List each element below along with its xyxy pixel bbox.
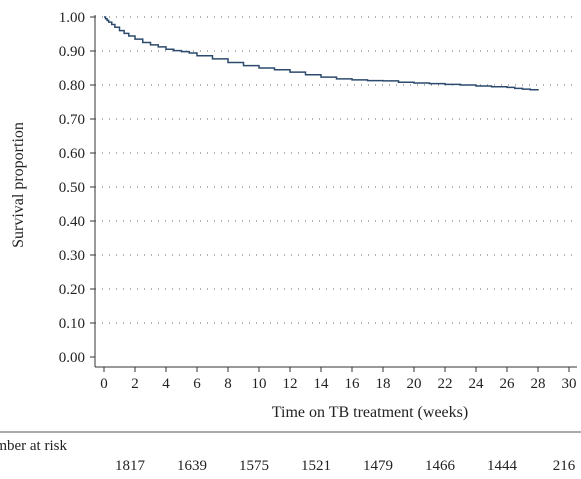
- x-tick-label: 10: [252, 376, 267, 392]
- risk-count: 1466: [425, 458, 456, 474]
- risk-count: 1817: [115, 458, 146, 474]
- y-axis-title: Survival proportion: [10, 122, 27, 248]
- x-tick-label: 30: [562, 376, 577, 392]
- x-tick-label: 2: [131, 376, 139, 392]
- x-tick-label: 28: [531, 376, 546, 392]
- x-tick-label: 16: [345, 376, 361, 392]
- x-tick-label: 20: [407, 376, 422, 392]
- y-tick-label: 0.10: [59, 316, 85, 332]
- x-tick-label: 26: [500, 376, 516, 392]
- survival-curve: [104, 16, 539, 91]
- axes: [90, 15, 577, 372]
- risk-count: 1639: [177, 458, 207, 474]
- risk-count: 1479: [363, 458, 393, 474]
- x-tick-label: 0: [100, 376, 108, 392]
- y-tick-label: 0.50: [59, 180, 85, 196]
- gridlines: [95, 16, 577, 324]
- x-tick-labels: 0 2 4 6 8 10 12 14 16 18 20 22 24 26 28 30: [100, 376, 576, 392]
- risk-count: 1444: [487, 458, 518, 474]
- y-tick-label: 0.70: [59, 112, 85, 128]
- x-axis-title: Time on TB treatment (weeks): [272, 404, 468, 421]
- risk-table-title: Number at risk: [0, 438, 67, 454]
- y-tick-label: 0.80: [59, 78, 85, 94]
- x-tick-label: 4: [162, 376, 170, 392]
- x-tick-label: 12: [283, 376, 298, 392]
- y-tick-label: 0.40: [59, 214, 85, 230]
- x-tick-label: 18: [376, 376, 391, 392]
- y-tick-label: 0.60: [59, 146, 85, 162]
- y-tick-label: 1.00: [59, 10, 85, 26]
- y-tick-label: 0.30: [59, 248, 85, 264]
- x-tick-label: 22: [438, 376, 453, 392]
- risk-count: 1575: [239, 458, 269, 474]
- x-tick-label: 6: [193, 376, 201, 392]
- y-tick-label: 0.90: [59, 44, 85, 60]
- y-tick-labels: 0.00 0.10 0.20 0.30 0.40 0.50 0.60 0.70 0.80 0.90…: [59, 10, 85, 366]
- x-tick-label: 8: [224, 376, 232, 392]
- x-tick-label: 14: [314, 376, 330, 392]
- x-tick-label: 24: [469, 376, 485, 392]
- risk-count: 1521: [301, 458, 331, 474]
- y-tick-label: 0.20: [59, 282, 85, 298]
- y-tick-label: 0.00: [59, 350, 85, 366]
- risk-table-counts: 1817 1639 1575 1521 1479 1466 1444 216: [115, 458, 576, 474]
- risk-count: 216: [553, 458, 576, 474]
